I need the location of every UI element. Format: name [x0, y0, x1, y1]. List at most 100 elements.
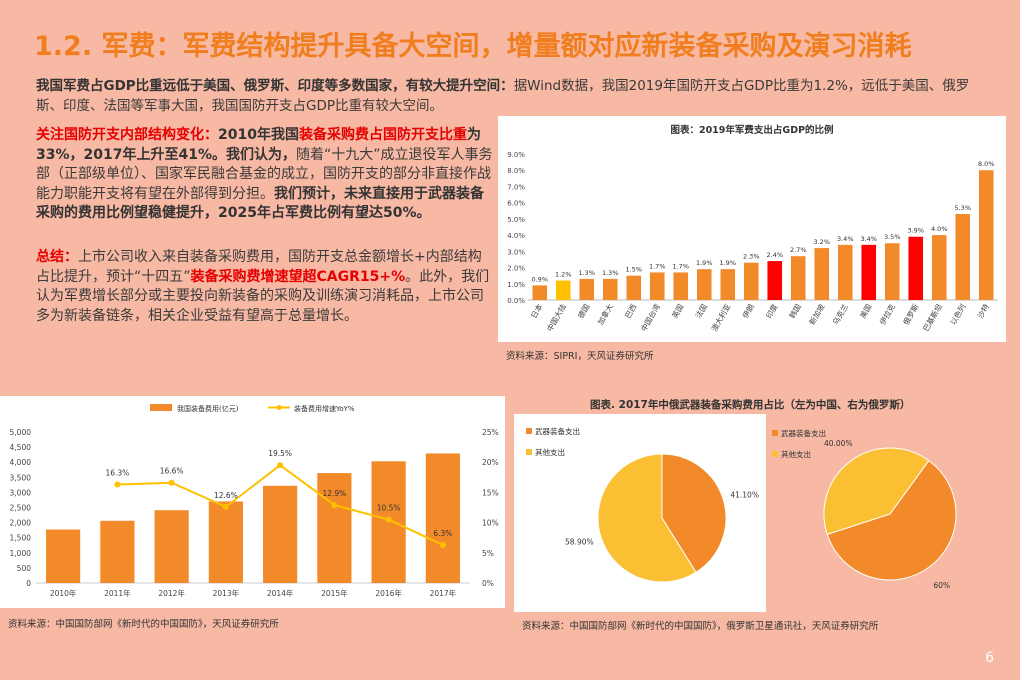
equip-growth-point — [222, 503, 229, 510]
equip-chart: 我国装备费用(亿元) 装备费用增速YoY% 0 500 1,000 1,500 2,000 2… — [10, 404, 499, 598]
equip-legend-bar-label: 我国装备费用(亿元) — [177, 404, 239, 413]
pie-china-panel: 武器装备支出 其他支出 41.10% 58.90% — [514, 414, 766, 612]
gdp-category-label: 中国台湾 — [638, 302, 662, 333]
pie-china-slice-label: 58.90% — [565, 538, 594, 547]
gdp-bar — [861, 244, 877, 300]
para1-heading: 我国军费占GDP比重远低于美国、俄罗斯、印度等多数国家，有较大提升空间： — [36, 78, 514, 94]
equip-yleft-tick: 2,500 — [10, 504, 32, 513]
equip-category-label: 2017年 — [430, 588, 457, 598]
equip-yleft-tick: 0 — [26, 579, 31, 588]
pie-russia-slice-label: 40.00% — [824, 439, 853, 448]
pie-chart-source: 资料来源：中国国防部网《新时代的中国国防》，俄罗斯卫星通讯社，天风证券研究所 — [522, 621, 879, 632]
equip-yright-tick: 5% — [482, 549, 494, 558]
equip-growth-point — [331, 502, 338, 509]
gdp-category-label: 加拿大 — [595, 302, 615, 327]
equip-category-label: 2011年 — [104, 588, 131, 598]
para2-bold2: 为33%，2017年上升至41%。我们认为， — [36, 127, 481, 163]
equip-category-label: 2015年 — [321, 588, 348, 598]
equip-growth-point — [277, 462, 284, 469]
gdp-category-label: 英国 — [669, 302, 685, 320]
gdp-category-label: 中国大陆 — [544, 302, 568, 333]
equip-growth-label: 10.5% — [377, 504, 401, 513]
equip-category-label: 2010年 — [50, 588, 77, 598]
pie-china-legend-label: 其他支出 — [535, 447, 565, 457]
gdp-category-label: 巴西 — [623, 302, 639, 320]
gdp-category-label: 俄罗斯 — [901, 302, 921, 327]
equip-legend-bar-swatch — [150, 404, 172, 411]
equip-yright-tick: 0% — [482, 579, 494, 588]
equip-bar — [263, 485, 298, 583]
equip-yleft-tick: 3,500 — [10, 473, 32, 482]
gdp-value-label: 3.4% — [860, 235, 877, 243]
para2-highlight: 装备采购费占国防开支比重 — [298, 127, 467, 143]
equip-category-label: 2013年 — [213, 588, 240, 598]
gdp-ytick-label: 7.0% — [507, 183, 525, 191]
gdp-value-label: 1.3% — [578, 269, 595, 277]
equip-chart-panel: 我国装备费用(亿元) 装备费用增速YoY% 0 500 1,000 1,500 2,000 2… — [0, 396, 505, 608]
equip-category-label: 2014年 — [267, 588, 294, 598]
equip-growth-point — [114, 481, 121, 488]
gdp-ytick-label: 9.0% — [507, 151, 525, 159]
para2-bold3: 我们预计，未来直接用于武器装备采购的费用比例望稳健提升，2025年占军费比例有望… — [36, 185, 484, 222]
gdp-value-label: 1.9% — [696, 259, 713, 267]
equip-growth-point — [168, 479, 175, 486]
gdp-category-label: 伊拉克 — [877, 302, 897, 327]
gdp-bar — [720, 269, 736, 300]
equip-growth-label: 6.3% — [433, 529, 452, 538]
pie-russia-legend-swatch — [772, 451, 778, 457]
gdp-value-label: 1.3% — [602, 269, 619, 277]
gdp-value-label: 1.2% — [555, 271, 572, 279]
gdp-chart: 图表：2019年军费支出占GDP的比例 0.0% 1.0% 2.0% 3.0% 4.0% 5… — [507, 124, 998, 333]
equip-yleft-tick: 2,000 — [10, 519, 32, 528]
gdp-chart-panel: 图表：2019年军费支出占GDP的比例 0.0% 1.0% 2.0% 3.0% 4.0% 5… — [498, 116, 1006, 342]
gdp-bar — [767, 261, 783, 300]
gdp-bar — [884, 243, 900, 300]
equip-growth-label: 16.3% — [105, 469, 129, 478]
pie-chart-title: 图表. 2017年中俄武器装备采购费用占比（左为中国、右为俄罗斯） — [590, 399, 911, 411]
paragraph-summary: 总结：上市公司收入来自装备采购费用，国防开支总金额增长+内部结构占比提升，预计“… — [36, 248, 494, 326]
pie-russia-legend-swatch — [772, 430, 778, 436]
equip-growth-label: 19.5% — [268, 449, 292, 458]
gdp-value-label: 0.9% — [531, 275, 548, 283]
para2-text: 随着“十九大”成立退役军人事务部（正部级单位）、国家军民融合基金的成立，国防开支… — [36, 146, 493, 202]
gdp-chart-source: 资料来源：SIPRI，天风证券研究所 — [506, 351, 654, 362]
gdp-value-label: 1.5% — [625, 266, 642, 274]
equip-yleft-tick: 1,000 — [10, 549, 32, 558]
pie-russia-slice — [826, 459, 957, 581]
gdp-bar — [696, 269, 712, 300]
gdp-bar — [555, 280, 571, 300]
equip-yleft-tick: 4,000 — [10, 458, 32, 467]
pie-russia-slice-label: 60% — [933, 581, 950, 590]
gdp-category-label: 美国 — [857, 302, 873, 320]
equip-bar — [154, 510, 189, 583]
pie-russia-legend-label: 武器装备支出 — [781, 428, 826, 438]
equip-bar — [208, 501, 243, 583]
para3-heading: 总结： — [36, 249, 78, 265]
gdp-value-label: 1.7% — [649, 262, 666, 270]
gdp-category-label: 澳大利亚 — [709, 302, 733, 333]
gdp-value-label: 1.9% — [719, 259, 736, 267]
gdp-value-label: 3.5% — [884, 233, 901, 241]
equip-legend-line-marker — [276, 405, 282, 410]
gdp-bar — [978, 170, 994, 300]
equip-growth-label: 12.9% — [322, 489, 346, 498]
gdp-ytick-label: 8.0% — [507, 167, 525, 175]
gdp-category-label: 法国 — [693, 302, 709, 320]
gdp-value-label: 2.3% — [743, 253, 760, 261]
equip-growth-point — [439, 541, 446, 548]
equip-yright-tick: 10% — [482, 519, 499, 528]
para1-text: 据Wind数据，我国2019年国防开支占GDP比重为1.2%，远低于美国、俄罗斯… — [36, 78, 970, 114]
gdp-value-label: 1.7% — [672, 262, 689, 270]
gdp-bar — [673, 272, 689, 300]
gdp-bar — [532, 285, 548, 300]
equip-yleft-tick: 1,500 — [10, 534, 32, 543]
gdp-ytick-label: 0.0% — [507, 297, 525, 305]
pie-china-legend-swatch — [526, 428, 532, 434]
equip-category-label: 2012年 — [158, 588, 185, 598]
equip-yleft-tick: 3,000 — [10, 488, 32, 497]
gdp-category-label: 印度 — [763, 302, 779, 320]
page-title: 1.2. 军费：军费结构提升具备大空间，增量额对应新装备采购及演习消耗 — [34, 31, 912, 62]
pie-china-slice-label: 41.10% — [730, 490, 759, 499]
